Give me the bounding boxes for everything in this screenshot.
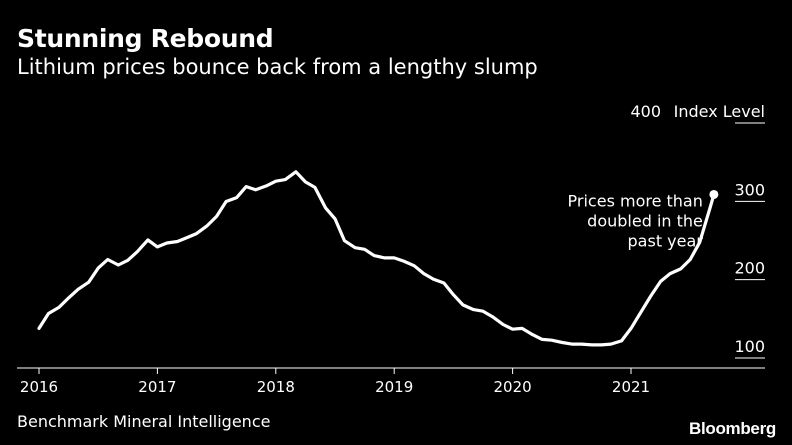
x-tick-label: 2018 [257,378,295,396]
y-axis-label: Index Level [674,102,765,121]
chart-title: Stunning Rebound [17,24,274,53]
bloomberg-logo: Bloomberg [688,419,776,438]
y-tick-label: 100 [734,337,765,356]
x-tick-label: 2017 [138,378,176,396]
series-layer [37,170,719,347]
x-tick-label: 2021 [612,378,650,396]
x-tick-label: 2016 [20,378,58,396]
annotation-line: doubled in the [587,211,703,230]
y-tick-label: 200 [734,259,765,278]
y-tick-label: 400 [630,102,661,121]
x-tick-label: 2020 [494,378,532,396]
source-note: Benchmark Mineral Intelligence [17,412,271,431]
y-tick-label: 300 [734,180,765,199]
y-axis: 100 200 300 400 Index Level [630,102,765,359]
series-line [37,170,716,347]
chart-subtitle: Lithium prices bounce back from a length… [17,55,538,79]
annotation-line: past year [628,231,704,250]
x-axis: 2016 2017 2018 2019 2020 2021 [17,367,765,396]
end-point-marker [709,189,719,199]
x-tick-label: 2019 [375,378,413,396]
annotation-line: Prices more than [568,191,703,210]
